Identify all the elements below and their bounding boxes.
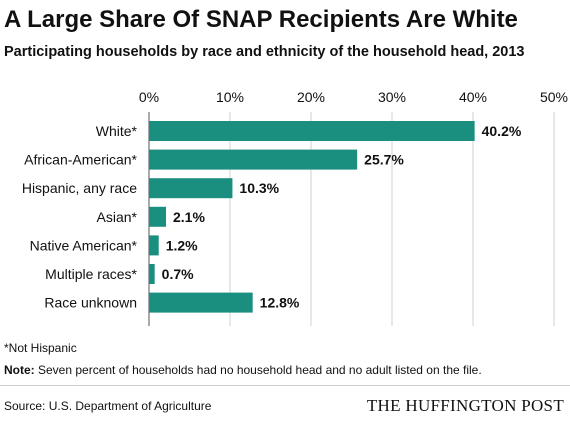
chart-title: A Large Share Of SNAP Recipients Are Whi… (4, 6, 518, 33)
bar (149, 206, 167, 227)
x-tick-label: 50% (540, 89, 568, 105)
footnote-note: Note: Seven percent of households had no… (4, 363, 482, 377)
category-label: Race unknown (44, 295, 137, 311)
category-label: White* (96, 123, 138, 139)
category-label: Native American* (30, 237, 138, 253)
bar (149, 121, 475, 141)
x-tick-label: 20% (297, 89, 325, 105)
category-label: Hispanic, any race (22, 180, 137, 196)
category-label: Multiple races* (45, 266, 137, 282)
bar (149, 178, 233, 199)
chart-subtitle: Participating households by race and eth… (4, 44, 525, 60)
source-text: Source: U.S. Department of Agriculture (4, 399, 212, 413)
category-label: Asian* (97, 209, 138, 225)
value-label: 25.7% (364, 152, 404, 168)
value-label: 2.1% (173, 209, 205, 225)
brand-logo: THE HUFFINGTON POST (366, 396, 564, 415)
category-label: African-American* (24, 152, 137, 168)
bar (149, 264, 155, 284)
footer-divider (0, 385, 570, 386)
value-label: 10.3% (239, 180, 279, 196)
bar (149, 235, 159, 256)
bar (149, 292, 253, 313)
x-tick-label: 0% (139, 89, 159, 105)
x-tick-label: 30% (378, 89, 406, 105)
x-tick-label: 40% (459, 89, 487, 105)
bar (149, 149, 358, 170)
note-text: Seven percent of households had no house… (34, 363, 482, 377)
value-label: 12.8% (260, 295, 300, 311)
x-tick-label: 10% (216, 89, 244, 105)
footnote-not-hispanic: *Not Hispanic (4, 341, 77, 355)
value-label: 0.7% (162, 266, 194, 282)
value-label: 1.2% (166, 237, 198, 253)
note-label: Note: (4, 363, 35, 377)
bar-chart: 0% 10% 20% 30% 40% 50% White* 40.2% African-Amer… (22, 89, 568, 326)
value-label: 40.2% (482, 123, 522, 139)
